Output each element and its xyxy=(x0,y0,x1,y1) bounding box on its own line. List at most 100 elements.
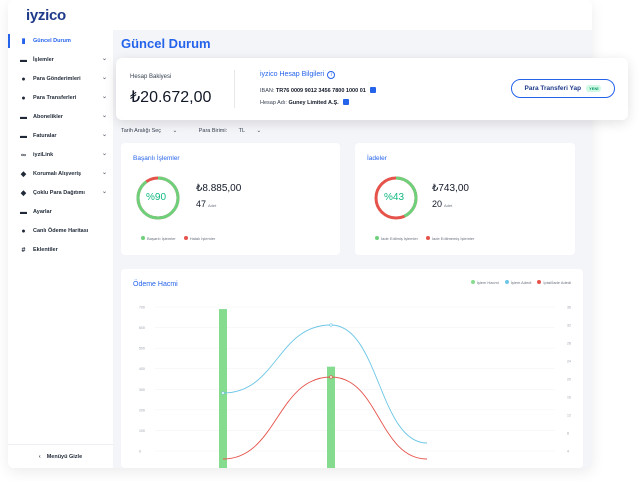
y-axis-right-tick: 12 xyxy=(567,414,571,418)
legend-item-volume[interactable]: İşlem Hacmi xyxy=(470,280,499,285)
link-icon: ∞ xyxy=(21,151,26,159)
sidebar-item[interactable]: ◆ Çoklu Para Dağıtımı ⌄ xyxy=(8,184,113,202)
hide-menu-button[interactable]: ‹ Menüyü Gizle xyxy=(8,444,113,468)
volume-bar xyxy=(219,309,227,468)
chevron-left-icon: ‹ xyxy=(38,453,41,460)
successful-card-title[interactable]: Başarılı İşlemler xyxy=(133,155,180,162)
bank-info-title[interactable]: iyzico Hesap Bilgileri i xyxy=(260,71,336,79)
sidebar-item[interactable]: ● Canlı Ödeme Haritası xyxy=(8,222,113,240)
successful-count: 47 Adet xyxy=(196,199,216,209)
series-point xyxy=(329,323,333,327)
successful-donut xyxy=(136,176,180,220)
y-axis-left-tick: 500 xyxy=(139,347,145,351)
legend-item-not-refunded: İade Edilmemiş İşlemler xyxy=(425,236,475,241)
successful-transactions-card: Başarılı İşlemler %90 ₺8.885,00 47 Adet B… xyxy=(121,143,340,255)
refunds-percent: %43 xyxy=(384,192,405,203)
top-bar: iyzico xyxy=(8,0,592,30)
legend-label: İşlem Adedi xyxy=(510,280,532,285)
iyzico-logo[interactable]: iyzico xyxy=(26,7,66,24)
legend-label: Hatalı İşlemler xyxy=(189,236,216,241)
successful-percent: %90 xyxy=(146,192,167,203)
legend-item-refund-count[interactable]: İptal/İade Adedi xyxy=(537,280,571,285)
sidebar-item-label: Korumalı Alışveriş xyxy=(33,171,82,177)
green-dot-icon xyxy=(470,280,475,284)
new-badge: YENİ xyxy=(586,85,602,92)
sidebar-item[interactable]: ▮ Güncel Durum xyxy=(8,32,113,50)
y-axis-right-tick: 24 xyxy=(567,360,571,364)
filters-bar: Tarih Aralığı Seç ⌄ Para Birimi: TL ⌄ xyxy=(121,128,281,134)
transfer-icon: ● xyxy=(21,94,26,102)
sidebar-item[interactable]: ◆ Korumalı Alışveriş ⌄ xyxy=(8,165,113,183)
page-title: Güncel Durum xyxy=(121,36,211,51)
date-range-filter[interactable]: Tarih Aralığı Seç ⌄ xyxy=(121,128,187,134)
sidebar-item-label: Faturalar xyxy=(33,133,57,139)
send-money-icon: ● xyxy=(21,75,26,83)
chevron-down-icon: ⌄ xyxy=(256,128,262,134)
sidebar-item[interactable]: ● Para Transferleri ⌄ xyxy=(8,89,113,107)
sidebar-item[interactable]: ▬ Ayarlar xyxy=(8,203,113,221)
y-axis-right-tick: 20 xyxy=(567,378,571,382)
sidebar-item-label: Canlı Ödeme Haritası xyxy=(33,228,89,234)
y-axis-left-tick: 200 xyxy=(139,408,145,412)
transfer-button-label: Para Transferi Yap xyxy=(524,85,582,92)
y-axis-left-tick: 100 xyxy=(139,429,145,433)
chevron-down-icon: ⌄ xyxy=(172,128,178,134)
chart-title: Ödeme Hacmi xyxy=(133,281,178,288)
y-axis-right-tick: 16 xyxy=(567,396,571,400)
refunds-amount: ₺743,00 xyxy=(432,183,469,194)
subscription-icon: ▬ xyxy=(20,113,27,121)
red-dot-icon xyxy=(537,280,542,284)
successful-donut-success-arc xyxy=(136,176,180,220)
sidebar-item-label: Para Gönderimleri xyxy=(33,76,81,82)
legend-label: Başarılı İşlemler xyxy=(147,236,176,241)
make-transfer-button[interactable]: Para Transferi Yap YENİ xyxy=(511,79,615,98)
sidebar-item[interactable]: ∞ iyziLink ⌄ xyxy=(8,146,113,164)
info-icon[interactable]: i xyxy=(327,71,336,79)
divider xyxy=(234,70,235,108)
y-axis-right-tick: 32 xyxy=(567,324,571,328)
legend-item-count[interactable]: İşlem Adedi xyxy=(504,280,532,285)
balance-value: ₺20.672,00 xyxy=(130,89,212,106)
sidebar-item[interactable]: ▬ Faturalar ⌄ xyxy=(8,127,113,145)
y-axis-left-tick: 0 xyxy=(139,450,141,454)
shield-icon: ◆ xyxy=(20,170,27,178)
y-axis-right-tick: 4 xyxy=(567,450,569,454)
green-dot-icon xyxy=(141,236,145,240)
y-axis-left-tick: 400 xyxy=(139,367,145,371)
chevron-down-icon: ⌄ xyxy=(101,151,107,157)
sidebar-item[interactable]: ▬ Abonelikler ⌄ xyxy=(8,108,113,126)
bar-chart-icon: ▮ xyxy=(21,37,26,45)
successful-count-value: 47 xyxy=(196,199,207,209)
refunds-donut-refunded-arc xyxy=(374,176,418,220)
copy-icon[interactable] xyxy=(342,99,349,105)
date-range-label: Tarih Aralığı Seç xyxy=(121,128,162,134)
y-axis-right-tick: 8 xyxy=(567,432,569,436)
successful-legend: Başarılı İşlemler Hatalı İşlemler xyxy=(141,236,215,241)
red-dot-icon xyxy=(183,236,188,240)
hide-menu-label: Menüyü Gizle xyxy=(46,453,83,460)
refunds-count: 20 Adet xyxy=(432,199,452,209)
sidebar-item-label: Eklentiler xyxy=(33,247,58,253)
map-pin-icon: ● xyxy=(21,227,26,235)
currency-filter[interactable]: Para Birimi: TL ⌄ xyxy=(199,128,271,134)
sidebar-item[interactable]: ▬ İşlemler ⌄ xyxy=(8,51,113,69)
account-name-row: Hesap Adı: Guney Limited A.Ş. xyxy=(260,99,349,106)
series-point xyxy=(221,391,225,395)
y-axis-left-tick: 300 xyxy=(139,388,145,392)
sidebar-item[interactable]: ● Para Gönderimleri ⌄ xyxy=(8,70,113,88)
currency-label: Para Birimi: xyxy=(198,128,228,134)
iban-label: IBAN: xyxy=(260,88,275,94)
successful-amount: ₺8.885,00 xyxy=(196,183,242,194)
copy-icon[interactable] xyxy=(369,87,376,93)
refunds-card-title[interactable]: İadeler xyxy=(367,155,387,162)
distribution-icon: ◆ xyxy=(20,189,27,197)
legend-label: İade Edilmiş İşlemler xyxy=(381,236,418,241)
sidebar-item-label: Abonelikler xyxy=(33,114,63,120)
account-name-label: Hesap Adı: xyxy=(260,100,287,106)
legend-item-fail: Hatalı İşlemler xyxy=(183,236,216,241)
sidebar-item-label: Ayarlar xyxy=(33,209,52,215)
refunds-count-unit: Adet xyxy=(444,203,453,208)
sidebar-item[interactable]: # Eklentiler xyxy=(8,241,113,259)
legend-item-success: Başarılı İşlemler xyxy=(141,236,176,241)
legend-label: İade Edilmemiş İşlemler xyxy=(431,236,475,241)
